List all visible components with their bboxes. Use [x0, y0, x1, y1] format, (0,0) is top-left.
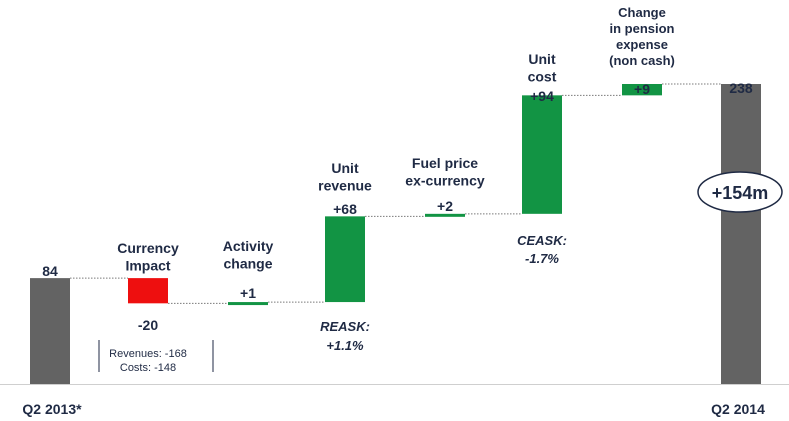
bar-delta-2	[228, 302, 268, 306]
bar-delta-5	[522, 95, 562, 214]
category-label: Fuel price	[412, 155, 478, 171]
bar-delta-6	[622, 84, 662, 96]
currency-bracket	[98, 340, 214, 372]
bar-total-7	[721, 84, 761, 384]
category-label: Currency	[117, 240, 179, 256]
bar-delta-4	[425, 213, 465, 217]
ceask-value: -1.7%	[525, 251, 559, 266]
currency-revenues-note: Revenues: -168	[109, 348, 187, 360]
value-label: +94	[530, 88, 554, 104]
category-label: change	[223, 256, 272, 272]
bar-delta-1	[128, 278, 168, 304]
category-label: Change	[618, 5, 666, 20]
axis-label-start: Q2 2013*	[22, 401, 82, 417]
value-label: +2	[437, 198, 453, 214]
category-label: ex-currency	[405, 173, 485, 189]
category-label: expense	[616, 37, 668, 52]
value-label: +68	[333, 201, 357, 217]
reask-label: REASK:	[320, 319, 370, 334]
reask-value: +1.1%	[326, 338, 364, 353]
total-change-badge	[697, 171, 783, 213]
category-label: Unit	[528, 51, 556, 67]
category-label: (non cash)	[609, 53, 675, 68]
value-label: 238	[729, 80, 753, 96]
value-label: -20	[138, 317, 158, 333]
ceask-label: CEASK:	[517, 233, 567, 248]
category-label: in pension	[610, 21, 675, 36]
value-label: +9	[634, 81, 650, 97]
axis-label-end: Q2 2014	[711, 401, 765, 417]
category-label: Activity	[223, 238, 274, 254]
category-label: Unit	[331, 160, 359, 176]
category-label: Impact	[125, 258, 170, 274]
bar-delta-3	[325, 216, 365, 303]
category-label: revenue	[318, 178, 372, 194]
bar-total-0	[30, 278, 70, 384]
total-change-label: +154m	[712, 183, 769, 203]
category-label: cost	[528, 69, 557, 85]
currency-costs-note: Costs: -148	[120, 362, 176, 374]
value-label: 84	[42, 263, 58, 279]
value-label: +1	[240, 285, 256, 301]
